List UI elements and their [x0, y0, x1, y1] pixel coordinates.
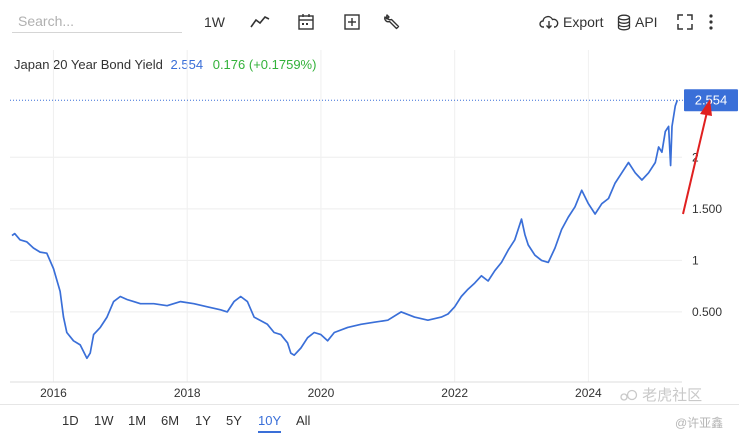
wrench-icon — [383, 13, 401, 31]
instrument-change: 0.176 (+0.1759%) — [212, 57, 317, 72]
search-input[interactable] — [12, 9, 182, 33]
price-tag: 2.554 — [684, 89, 738, 112]
watermark-logo-icon — [620, 387, 642, 404]
plus-box-icon — [343, 13, 361, 31]
period-button-6m[interactable]: 6M — [161, 413, 180, 428]
more-menu-button[interactable] — [708, 10, 714, 34]
chart-grid — [10, 50, 682, 383]
database-icon — [617, 14, 631, 31]
interval-button[interactable]: 1W — [204, 10, 225, 34]
x-tick-label: 2022 — [441, 386, 468, 400]
x-tick-label: 2024 — [575, 386, 602, 400]
interval-label: 1W — [204, 14, 225, 30]
api-button[interactable]: API — [617, 10, 658, 34]
fullscreen-button[interactable] — [676, 10, 694, 34]
y-tick-label: 1.500 — [692, 202, 722, 216]
x-tick-label: 2018 — [174, 386, 201, 400]
calendar-icon — [297, 13, 315, 31]
settings-button[interactable] — [383, 10, 401, 34]
period-button-1w[interactable]: 1W — [94, 413, 114, 428]
period-button-1y[interactable]: 1Y — [195, 413, 211, 428]
x-tick-label: 2016 — [40, 386, 67, 400]
period-button-5y[interactable]: 5Y — [226, 413, 242, 428]
instrument-name: Japan 20 Year Bond Yield — [14, 57, 163, 72]
watermark-brand: 老虎社区 — [642, 387, 703, 404]
y-tick-label: 0.500 — [692, 305, 722, 319]
toolbar: 1W Export API — [0, 0, 739, 44]
y-tick-label: 1 — [692, 253, 699, 267]
watermark-author: @许亚鑫 — [675, 416, 724, 430]
more-vertical-icon — [708, 13, 714, 31]
fullscreen-icon — [676, 13, 694, 31]
cloud-download-icon — [539, 14, 559, 30]
watermark: 老虎社区 — [620, 384, 702, 405]
x-tick-label: 2020 — [308, 386, 335, 400]
red-arrow-annotation — [682, 99, 712, 215]
period-selector: 1D 1W 1M 6M 1Y 5Y 10Y All — [0, 404, 739, 438]
price-tag-label: 2.554 — [695, 93, 728, 108]
chart-type-button[interactable] — [250, 10, 270, 34]
period-button-1d[interactable]: 1D — [62, 413, 79, 428]
calendar-button[interactable] — [297, 10, 315, 34]
period-button-1m[interactable]: 1M — [128, 413, 147, 428]
api-label: API — [635, 14, 658, 30]
period-button-10y[interactable]: 10Y — [258, 411, 282, 433]
export-button[interactable]: Export — [539, 10, 603, 34]
x-axis: 2016 2018 2020 2022 2024 — [40, 386, 602, 400]
series-line — [11, 99, 679, 360]
add-indicator-button[interactable] — [343, 10, 361, 34]
period-button-all[interactable]: All — [296, 413, 311, 428]
chart-legend: Japan 20 Year Bond Yield 2.554 0.176 (+0… — [14, 57, 316, 72]
line-chart-icon — [250, 15, 270, 29]
export-label: Export — [563, 14, 604, 30]
